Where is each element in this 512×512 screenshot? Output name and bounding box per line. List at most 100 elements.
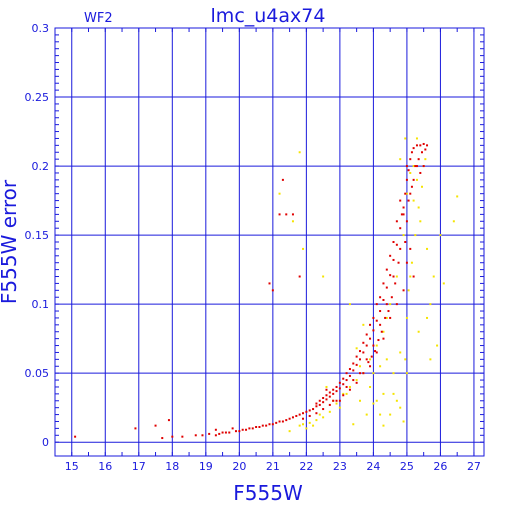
data-point bbox=[345, 379, 348, 382]
data-point bbox=[278, 213, 281, 216]
data-point bbox=[369, 358, 372, 361]
data-point bbox=[355, 363, 358, 366]
data-point bbox=[355, 347, 358, 350]
data-point bbox=[332, 392, 335, 395]
data-point bbox=[399, 351, 402, 354]
data-point bbox=[399, 227, 402, 230]
data-point bbox=[392, 392, 395, 395]
data-point bbox=[397, 261, 400, 264]
data-point bbox=[422, 142, 425, 145]
data-point bbox=[295, 414, 298, 417]
data-point bbox=[248, 427, 251, 430]
data-point bbox=[405, 165, 408, 168]
data-point bbox=[417, 330, 420, 333]
data-point bbox=[238, 430, 241, 433]
x-tick-label: 27 bbox=[467, 460, 481, 473]
data-point bbox=[315, 405, 318, 408]
data-point bbox=[345, 372, 348, 375]
data-point bbox=[285, 213, 288, 216]
data-point bbox=[410, 185, 413, 188]
data-point bbox=[325, 394, 328, 397]
data-point bbox=[268, 423, 271, 426]
data-point bbox=[372, 344, 375, 347]
data-point bbox=[342, 394, 345, 397]
data-point bbox=[412, 178, 415, 181]
data-point bbox=[372, 402, 375, 405]
data-point bbox=[338, 381, 341, 384]
data-point bbox=[362, 351, 365, 354]
data-point bbox=[379, 323, 382, 326]
data-point bbox=[348, 385, 351, 388]
data-point bbox=[409, 192, 412, 195]
data-point bbox=[394, 282, 397, 285]
data-point bbox=[298, 275, 301, 278]
x-tick-label: 16 bbox=[98, 460, 112, 473]
data-point bbox=[335, 385, 338, 388]
data-point bbox=[415, 144, 418, 147]
data-point bbox=[365, 344, 368, 347]
x-axis-title: F555W bbox=[233, 481, 303, 505]
data-point bbox=[417, 206, 420, 209]
data-point bbox=[456, 195, 459, 198]
data-point bbox=[181, 435, 184, 438]
data-point bbox=[328, 403, 331, 406]
data-point bbox=[382, 424, 385, 427]
data-point bbox=[439, 234, 442, 237]
data-point bbox=[412, 275, 415, 278]
data-point bbox=[370, 355, 373, 358]
data-point bbox=[402, 289, 405, 292]
data-point bbox=[154, 424, 157, 427]
data-point bbox=[345, 385, 348, 388]
data-point bbox=[432, 275, 435, 278]
data-point bbox=[355, 381, 358, 384]
data-point bbox=[318, 413, 321, 416]
data-point bbox=[415, 178, 418, 181]
data-point bbox=[367, 361, 370, 364]
data-point bbox=[281, 178, 284, 181]
data-point bbox=[302, 423, 305, 426]
y-tick-label: 0.25 bbox=[25, 91, 50, 104]
data-point bbox=[298, 413, 301, 416]
data-point bbox=[409, 171, 412, 174]
data-point bbox=[355, 379, 358, 382]
data-point bbox=[315, 402, 318, 405]
data-point bbox=[335, 390, 338, 393]
series-0 bbox=[278, 137, 459, 433]
data-point bbox=[426, 316, 429, 319]
data-point bbox=[231, 427, 234, 430]
data-point bbox=[352, 369, 355, 372]
x-tick-label: 24 bbox=[366, 460, 380, 473]
data-point bbox=[375, 344, 378, 347]
data-point bbox=[348, 368, 351, 371]
data-point bbox=[342, 377, 345, 380]
data-point bbox=[414, 234, 417, 237]
data-point bbox=[402, 234, 405, 237]
data-point bbox=[328, 391, 331, 394]
y-tick-label: 0.3 bbox=[32, 22, 50, 35]
data-point bbox=[241, 428, 244, 431]
data-point bbox=[419, 171, 422, 174]
data-point bbox=[375, 351, 378, 354]
data-point bbox=[385, 358, 388, 361]
x-tick-label: 19 bbox=[199, 460, 213, 473]
data-point bbox=[245, 428, 248, 431]
data-point bbox=[335, 399, 338, 402]
data-point bbox=[362, 372, 365, 375]
data-point bbox=[305, 410, 308, 413]
data-point bbox=[318, 399, 321, 402]
data-point bbox=[415, 165, 418, 168]
y-tick-label: 0.05 bbox=[25, 367, 50, 380]
data-point bbox=[395, 399, 398, 402]
data-point bbox=[278, 192, 281, 195]
data-point bbox=[285, 419, 288, 422]
data-point bbox=[379, 296, 382, 299]
data-point bbox=[429, 358, 432, 361]
data-point bbox=[302, 412, 305, 415]
data-point bbox=[424, 158, 427, 161]
data-point bbox=[385, 286, 388, 289]
data-point bbox=[298, 151, 301, 154]
data-point bbox=[338, 387, 341, 390]
data-point bbox=[405, 316, 408, 319]
data-point bbox=[328, 410, 331, 413]
